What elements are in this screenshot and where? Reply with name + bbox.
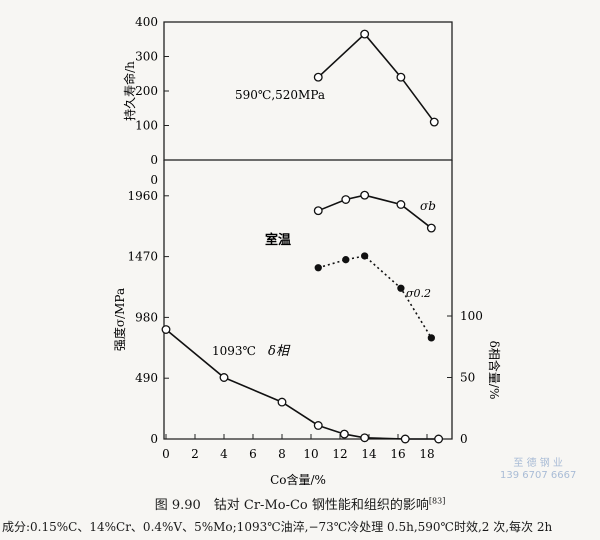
annotation-room-temp: 室温 — [265, 232, 291, 248]
right-ylabel: δ相含量/% — [487, 341, 502, 400]
sigma-02-point — [397, 284, 405, 292]
delta-phase-point — [161, 325, 171, 334]
delta-phase-line — [165, 328, 439, 440]
sigma-02-line — [318, 255, 433, 339]
annotation-sigma-b: σb — [420, 199, 436, 213]
delta-phase-point — [434, 434, 444, 444]
sigma-b-point — [313, 206, 323, 216]
rupture-life-point — [313, 72, 323, 82]
caption-title: 图 9.90 钴对 Cr-Mo-Co 钢性能和组织的影响 — [154, 498, 429, 513]
xtick-label: 8 — [278, 447, 286, 461]
left-ytick-label: 0 — [150, 173, 158, 187]
rupture-life-point — [360, 29, 370, 39]
annotation-temp: 1093℃ — [212, 344, 256, 358]
xtick-label: 0 — [162, 447, 170, 461]
watermark: 至 德 钢 业 139 6707 6667 — [500, 458, 576, 482]
xtick-label: 6 — [249, 447, 257, 461]
xtick-label: 14 — [361, 447, 377, 461]
rupture-life-point — [429, 117, 439, 127]
sigma-02-point — [427, 334, 436, 342]
caption-ref: [83] — [428, 496, 446, 506]
top-ytick-label: 300 — [135, 50, 158, 64]
left-ylabel: 强度σ/MPa — [112, 288, 127, 351]
right-ytick-label: 0 — [460, 432, 468, 446]
top-ytick-label: 0 — [150, 153, 158, 167]
sigma-02-point — [314, 264, 322, 272]
xtick-label: 4 — [220, 447, 228, 461]
watermark-line1: 至 德 钢 业 — [513, 458, 563, 469]
annotation-sigma-02: σ0.2 — [406, 287, 431, 300]
sigma-b-point — [360, 190, 370, 200]
annotation-delta: δ相 — [268, 344, 291, 359]
delta-phase-point — [400, 434, 410, 444]
sigma-02-point — [342, 256, 350, 264]
top-ylabel: 持久寿命/h — [122, 61, 137, 121]
watermark-line2: 139 6707 6667 — [500, 470, 577, 481]
bottom-panel-frame — [163, 160, 453, 440]
top-ytick-label: 200 — [135, 84, 158, 98]
xtick-label: 18 — [419, 447, 434, 461]
xtick-label: 10 — [303, 447, 318, 461]
xtick-label: 2 — [191, 447, 199, 461]
delta-phase-point — [277, 397, 287, 407]
left-ytick-label: 980 — [135, 310, 158, 324]
right-ytick-label: 50 — [460, 371, 475, 385]
top-ytick-label: 400 — [135, 15, 158, 29]
composition-note: 成分:0.15%C、14%Cr、0.4%V、5%Mo;1093℃油淬,−73℃冷… — [2, 520, 553, 534]
right-ytick-label: 100 — [460, 309, 483, 323]
sigma-b-point — [396, 200, 406, 209]
left-ytick-label: 1960 — [127, 189, 158, 203]
left-ytick-label: 1470 — [127, 250, 158, 264]
rupture-life-point — [396, 72, 406, 82]
top-ytick-label: 100 — [135, 119, 158, 133]
sigma-02-point — [360, 252, 369, 260]
xlabel: Co含量/% — [270, 472, 326, 487]
left-ytick-label: 490 — [135, 371, 158, 385]
delta-phase-point — [339, 429, 349, 439]
sigma-b-point — [426, 223, 436, 233]
left-ytick-label: 0 — [150, 432, 158, 446]
sigma-b-line — [317, 194, 432, 229]
xtick-label: 12 — [332, 447, 347, 461]
rupture-life-line — [317, 32, 435, 123]
sigma-b-point — [341, 195, 351, 204]
top-annotation: 590℃,520MPa — [235, 88, 325, 102]
figure-caption: 图 9.90 钴对 Cr-Mo-Co 钢性能和组织的影响[83] — [0, 494, 600, 513]
delta-phase-point — [360, 433, 370, 443]
delta-phase-point — [313, 421, 323, 430]
xtick-label: 16 — [390, 447, 405, 461]
delta-phase-point — [219, 373, 229, 382]
